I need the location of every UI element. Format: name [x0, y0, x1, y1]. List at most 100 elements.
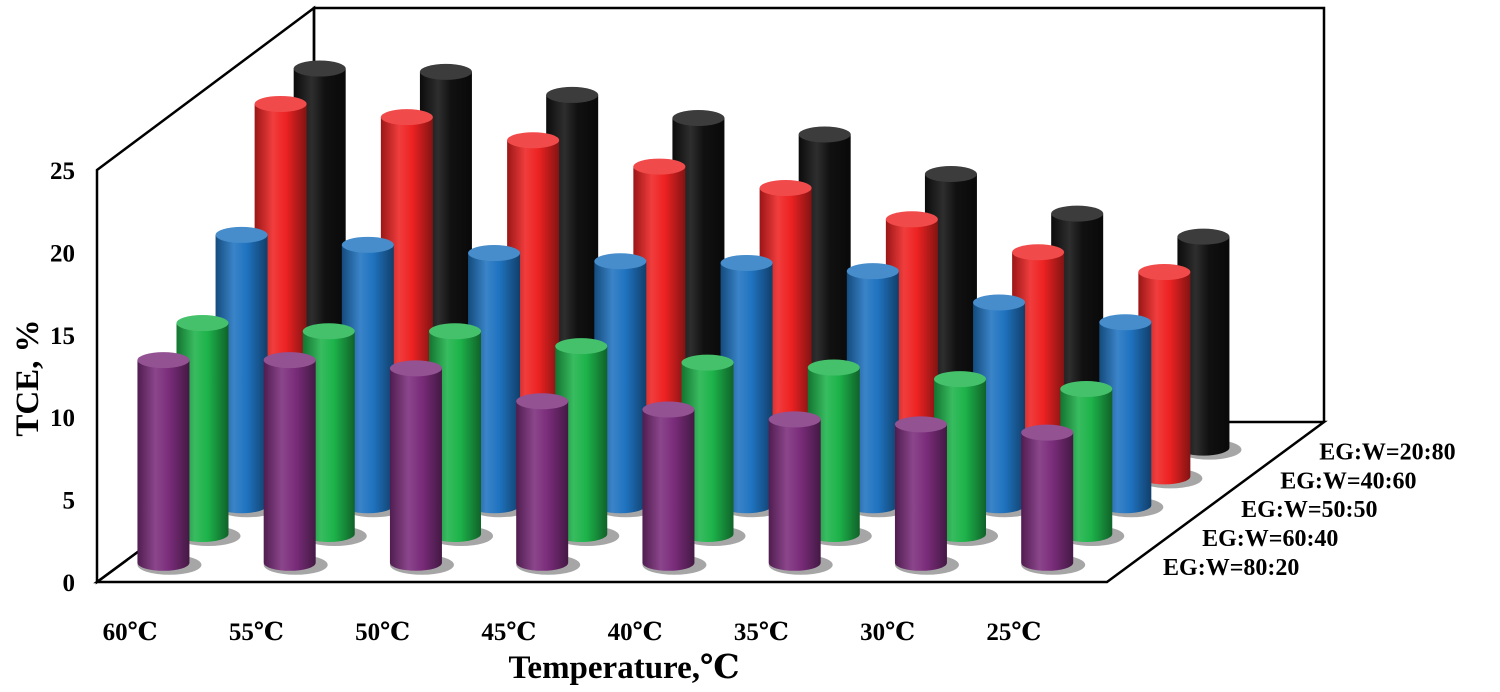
bar-cap — [672, 110, 725, 126]
bar-EG:W=50:50-60℃ — [215, 226, 280, 518]
bar-cap — [642, 401, 695, 418]
bar-EG:W=60:40-25℃ — [1060, 380, 1125, 546]
bar-EG:W=60:40-55℃ — [302, 323, 367, 546]
bar-body — [468, 253, 521, 514]
bar-cap — [380, 109, 433, 126]
x-axis-title: Temperature,℃ — [508, 650, 739, 686]
y-tick-label: 20 — [50, 240, 75, 267]
bar-EG:W=60:40-35℃ — [807, 359, 872, 546]
bar-body — [894, 424, 947, 571]
bar-cap — [137, 352, 190, 369]
bar-EG:W=60:40-30℃ — [934, 371, 998, 546]
x-tick-label: 40℃ — [608, 619, 663, 646]
bar-cap — [885, 211, 938, 228]
bar-cap — [720, 254, 773, 271]
bar-cap — [798, 126, 851, 143]
bar-EG:W=80:20-40℃ — [642, 401, 707, 575]
bar-body — [768, 419, 821, 571]
bar-cap — [389, 360, 442, 377]
bar-body — [759, 188, 812, 485]
bar-cap — [1138, 264, 1191, 281]
bar-EG:W=50:50-25℃ — [1099, 314, 1164, 518]
y-tick-label: 0 — [63, 570, 76, 597]
series-label: EG:W=20:80 — [1319, 440, 1455, 466]
bar-body — [642, 409, 695, 571]
bar-cap — [768, 411, 821, 428]
bar-cap — [1051, 205, 1104, 222]
bar-cap — [507, 132, 560, 149]
bar-cap — [516, 393, 569, 410]
series-label: EG:W=80:20 — [1163, 555, 1299, 581]
x-tick-label: 55℃ — [229, 619, 284, 646]
bar-cap — [759, 180, 812, 196]
bar-EG:W=50:50-45℃ — [594, 253, 659, 518]
bar-body — [1021, 432, 1074, 571]
bar-body — [681, 362, 734, 542]
bar-EG:W=80:20-25℃ — [1021, 424, 1086, 575]
bar-cap — [807, 359, 860, 376]
bar-cap — [973, 294, 1026, 311]
bar-layer — [137, 60, 1242, 575]
bar-cap — [293, 60, 346, 77]
bar-body — [137, 360, 190, 571]
bar-cap — [555, 338, 608, 355]
bar-EG:W=80:20-60℃ — [137, 352, 202, 575]
bar-cap — [846, 263, 899, 280]
bar-body — [389, 368, 442, 571]
y-tick-label: 15 — [50, 323, 75, 350]
bar-cap — [681, 354, 734, 371]
bar-body — [807, 367, 860, 542]
y-tick-label: 25 — [50, 158, 75, 185]
bar-cap — [1012, 244, 1065, 261]
x-tick-label: 25℃ — [986, 619, 1041, 646]
bar-body — [594, 261, 647, 514]
x-tick-label: 35℃ — [734, 619, 789, 646]
bar-cap — [468, 245, 521, 262]
bar-cap — [429, 323, 481, 340]
bar-body — [1099, 322, 1152, 514]
bar-EG:W=60:40-50℃ — [429, 323, 493, 546]
x-tick-label: 60℃ — [103, 619, 158, 646]
bar-cap — [924, 166, 977, 183]
y-tick-label: 10 — [50, 405, 75, 432]
series-label: EG:W=60:40 — [1202, 526, 1338, 552]
bar-cap — [302, 323, 355, 340]
bar-EG:W=40:60-25℃ — [1138, 264, 1203, 489]
series-label: EG:W=40:60 — [1280, 468, 1416, 494]
bar-body — [934, 379, 986, 542]
bar-body — [846, 271, 899, 514]
bar-EG:W=20:80-25℃ — [1177, 228, 1242, 460]
bar-EG:W=50:50-50℃ — [468, 245, 533, 518]
bar-body — [429, 331, 481, 542]
bar-cap — [633, 158, 686, 175]
x-tick-label: 50℃ — [355, 619, 410, 646]
bar-body — [341, 244, 394, 514]
bar-cap — [341, 236, 394, 253]
bar-EG:W=50:50-40℃ — [720, 254, 785, 518]
bar-cap — [594, 253, 647, 270]
bar-EG:W=60:40-45℃ — [555, 338, 620, 546]
x-tick-label: 45℃ — [481, 619, 536, 646]
bar-cap — [546, 86, 599, 103]
bar-body — [555, 346, 608, 542]
bar-cap — [263, 352, 316, 369]
bar-body — [973, 302, 1026, 514]
y-axis-title: TCE, % — [10, 319, 46, 436]
bar-body — [215, 234, 268, 514]
bar-EG:W=50:50-35℃ — [846, 263, 911, 518]
bar-EG:W=60:40-40℃ — [681, 354, 746, 546]
bar-cap — [176, 315, 229, 332]
label-layer: 0 5 10 15 20 25 60℃ 55℃ 50℃ 45℃ 40℃ 35℃ 30℃ 25℃ Temper… — [10, 158, 1456, 686]
bar-body — [302, 331, 355, 542]
bar-cap — [1099, 314, 1152, 331]
bar-body — [176, 323, 229, 542]
bar-cap — [1060, 380, 1113, 397]
bar-cap — [254, 95, 307, 112]
bar-cap — [934, 371, 986, 388]
bar-cap — [215, 226, 268, 243]
bar-body — [1138, 272, 1191, 485]
bar-body — [1177, 236, 1230, 456]
bar-EG:W=80:20-30℃ — [894, 416, 959, 575]
bar-cap — [419, 63, 472, 80]
